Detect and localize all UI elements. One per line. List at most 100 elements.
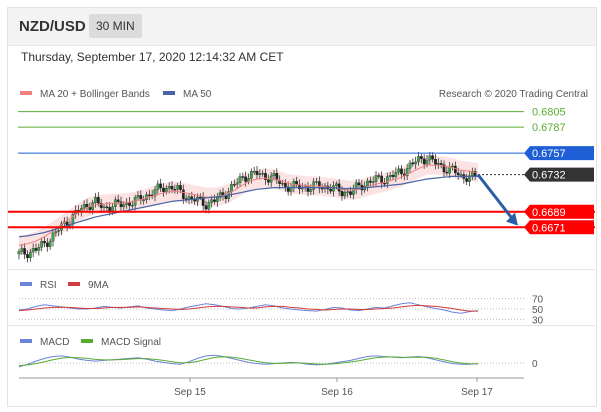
rsi-ma-legend-swatch	[68, 282, 80, 286]
candle	[159, 178, 163, 193]
candle	[442, 160, 446, 178]
candle	[434, 154, 437, 170]
price-level-label: 0.6671	[532, 222, 566, 234]
candle	[201, 192, 205, 211]
candle	[317, 176, 321, 194]
candle	[428, 151, 432, 166]
forecast-arrow	[476, 173, 518, 226]
ma50-legend-swatch	[163, 91, 175, 95]
candle	[283, 179, 287, 192]
candle	[261, 170, 265, 177]
candle	[48, 238, 52, 250]
candle	[176, 182, 180, 195]
candle	[215, 193, 219, 207]
ma20-line	[18, 164, 479, 246]
rsi-legend-label: RSI	[40, 280, 57, 291]
chart-header: NZD/USD 30 MIN	[8, 8, 596, 46]
symbol-title: NZD/USD	[19, 18, 86, 35]
candle	[244, 171, 248, 187]
candle	[99, 198, 103, 213]
candle	[451, 163, 454, 171]
candle	[43, 236, 46, 248]
candle	[40, 237, 44, 252]
rsi-tick-label: 50	[532, 305, 544, 316]
candle	[419, 153, 423, 164]
candle	[411, 158, 415, 167]
candle	[31, 243, 35, 258]
candle	[142, 195, 146, 205]
candle	[436, 158, 440, 169]
candle	[377, 172, 381, 179]
candle	[241, 172, 245, 181]
price-level-label: 0.6757	[532, 148, 566, 160]
candle	[34, 243, 38, 254]
rsi-ma-line	[18, 304, 478, 312]
candle	[408, 159, 412, 174]
candle	[445, 166, 449, 176]
candle	[28, 248, 32, 262]
candle	[431, 152, 435, 163]
candle	[306, 181, 310, 197]
bollinger-band	[19, 155, 478, 255]
candle	[252, 166, 256, 176]
candle	[286, 181, 290, 196]
candle	[405, 163, 409, 180]
candle	[162, 183, 165, 197]
candle	[179, 180, 182, 194]
candle	[315, 177, 318, 185]
macd-legend-label: MACD	[40, 337, 69, 348]
candle	[238, 173, 242, 188]
price-level-tag: 0.6671	[524, 220, 594, 235]
macd-legend-swatch	[20, 339, 32, 343]
ma20-legend-swatch	[20, 91, 32, 95]
timeframe-button[interactable]: 30 MIN	[89, 14, 142, 38]
candle	[37, 243, 41, 256]
candle	[357, 178, 361, 189]
candle	[235, 177, 239, 190]
candle	[102, 203, 106, 211]
candle	[368, 176, 372, 187]
candle	[465, 173, 469, 186]
candle	[332, 181, 335, 197]
candle	[17, 248, 21, 260]
ma50-line	[18, 175, 478, 238]
candle	[417, 152, 420, 166]
price-level-label: 0.6805	[532, 107, 566, 119]
candle	[51, 228, 55, 247]
candle	[26, 250, 29, 263]
candle	[266, 174, 270, 186]
timestamp: Thursday, September 17, 2020 12:14:32 AM…	[21, 50, 284, 64]
x-tick-label: Sep 16	[321, 387, 353, 398]
price-level-label: 0.6689	[532, 207, 566, 219]
candle	[153, 185, 157, 202]
macd-signal-legend-label: MACD Signal	[101, 337, 161, 348]
candle	[264, 168, 267, 185]
candle	[65, 216, 69, 232]
candle	[232, 179, 236, 188]
candle	[439, 159, 443, 169]
candle	[147, 189, 151, 201]
price-level-label: 0.6732	[532, 170, 566, 182]
candle	[45, 238, 49, 252]
candle	[391, 170, 395, 181]
macd-signal-line	[18, 356, 479, 367]
candle	[453, 161, 457, 178]
macd-signal-legend-swatch	[81, 339, 93, 343]
price-level-tag: 0.6732	[524, 167, 594, 182]
candle	[173, 184, 177, 194]
x-tick-label: Sep 15	[174, 387, 206, 398]
candle	[414, 156, 418, 170]
candle	[400, 164, 403, 179]
candle	[213, 194, 216, 205]
candle	[329, 183, 333, 194]
rsi-legend-swatch	[20, 282, 32, 286]
candle	[119, 196, 123, 212]
candle	[20, 243, 24, 255]
candle	[255, 165, 259, 180]
ma50-legend-label: MA 50	[183, 89, 212, 100]
credit-text: Research © 2020 Trading Central	[439, 89, 588, 100]
price-level-tag: 0.6757	[524, 146, 594, 161]
candle	[388, 171, 392, 182]
macd-tick-label: 0	[532, 359, 538, 370]
